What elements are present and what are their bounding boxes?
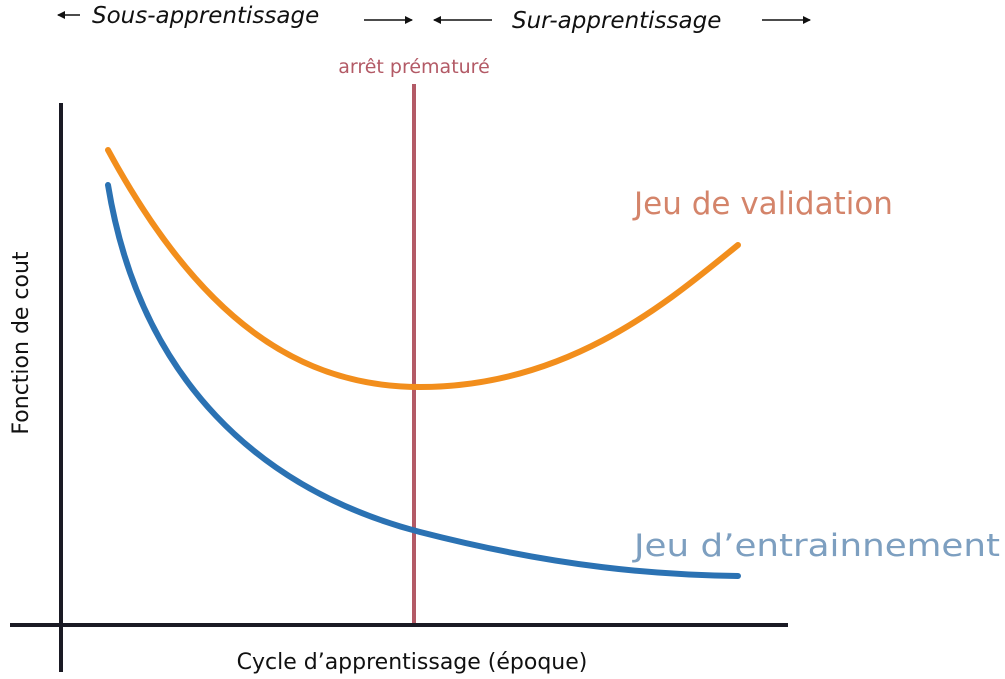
overfit-label: Sur-apprentissage (512, 8, 721, 34)
region-annotations: Sous-apprentissage Sur-apprentissage (57, 3, 811, 34)
y-axis-label: Fonction de cout (9, 251, 34, 434)
validation-label: Jeu de validation (632, 186, 893, 222)
training-curve (105, 182, 741, 579)
x-axis-label: Cycle d’apprentissage (époque) (237, 650, 588, 675)
training-label: Jeu d’entrainnement (632, 528, 1000, 564)
validation-curve (105, 147, 741, 391)
early-stopping-label: arrêt prématuré (338, 56, 490, 78)
underfit-label: Sous-apprentissage (92, 3, 319, 29)
